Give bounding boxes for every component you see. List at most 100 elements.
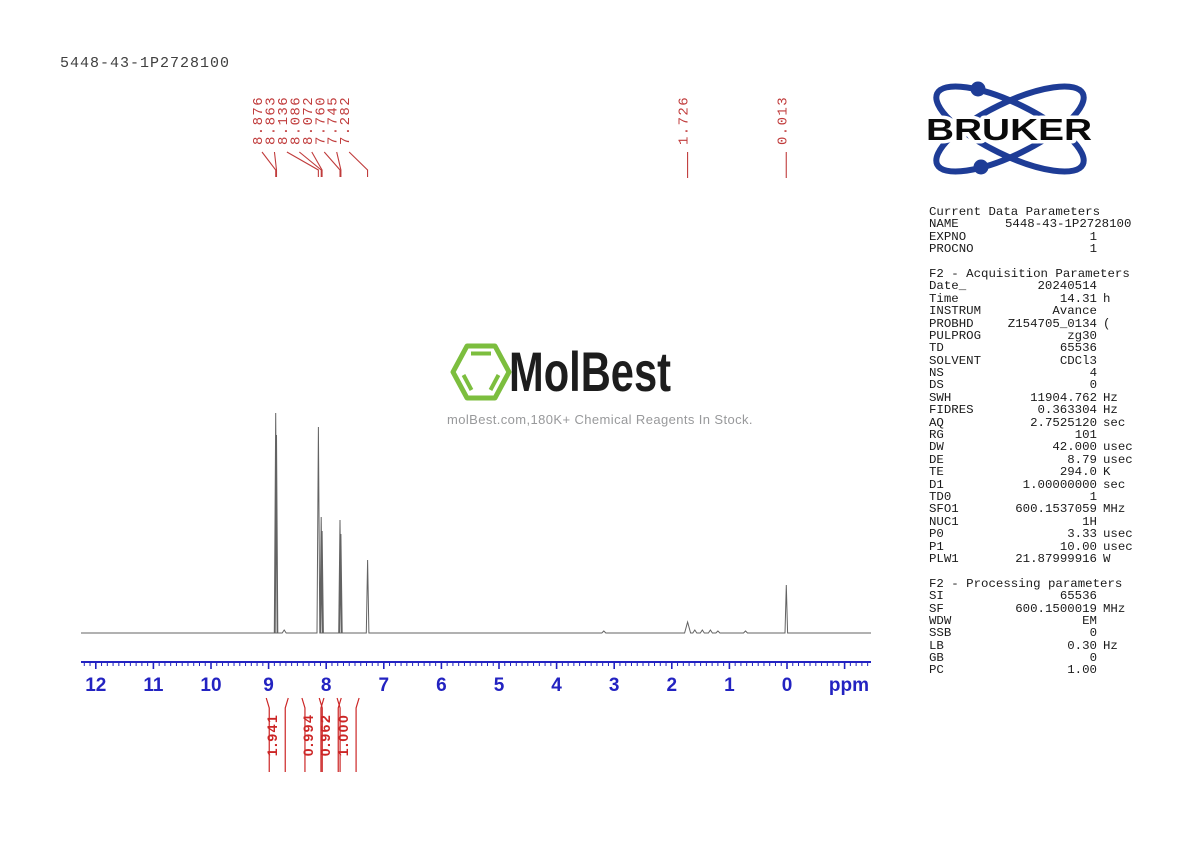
parameter-row: D1 1.00000000 sec — [929, 477, 1141, 492]
parameter-label: FIDRES — [929, 403, 974, 418]
page-title: 5448-43-1P2728100 — [60, 55, 231, 72]
peak-ppm-label: 8.072 — [301, 96, 317, 145]
parameter-unit: sec — [1103, 477, 1126, 492]
parameter-unit: K — [1103, 465, 1111, 480]
parameter-section-header: F2 - Processing parameters — [929, 576, 1123, 591]
parameter-unit: MHz — [1103, 601, 1126, 616]
parameter-spacer — [929, 565, 1141, 577]
parameter-row: P0 3.33 usec — [929, 527, 1141, 542]
parameter-value: 4 — [1089, 366, 1097, 381]
integral-bracket-left — [265, 697, 270, 772]
parameter-value: 65536 — [1059, 341, 1097, 356]
parameter-label: P1 — [929, 539, 944, 554]
parameters-panel: Current Data Parameters NAME 5448-43-1P272… — [929, 206, 1141, 677]
peak-connector-line — [323, 151, 341, 177]
parameter-label: WDW — [929, 613, 952, 628]
parameter-row: SOLVENT CDCl3 — [929, 354, 1141, 367]
parameter-section-header: F2 - Acquisition Parameters — [929, 266, 1130, 281]
peak-label-group: 8.8768.8638.1368.0868.0727.7607.7457.282… — [251, 96, 791, 178]
parameter-row: SWH 11904.762 Hz — [929, 390, 1141, 405]
peak-connector-line — [336, 151, 342, 177]
parameter-label: SFO1 — [929, 502, 959, 517]
parameter-label: TD0 — [929, 489, 952, 504]
parameter-unit — [1131, 218, 1175, 230]
spectrum-trace — [81, 412, 871, 634]
parameter-unit — [1097, 330, 1141, 342]
parameter-unit — [1097, 590, 1141, 602]
parameter-label: DE — [929, 452, 944, 467]
parameter-unit: ( — [1103, 316, 1111, 331]
parameter-value: 1.00 — [1067, 663, 1097, 678]
parameter-row: FIDRES 0.363304 Hz — [929, 403, 1141, 418]
parameter-row: SF 600.1500019 MHz — [929, 601, 1141, 616]
parameter-unit: MHz — [1103, 502, 1126, 517]
parameter-label: SI — [929, 589, 944, 604]
parameter-value: 0 — [1089, 626, 1097, 641]
parameter-value: 1H — [1082, 514, 1097, 529]
integral-value-label: 1.000 — [335, 714, 351, 757]
parameter-row: WDW EM — [929, 613, 1141, 628]
parameter-value: 42.000 — [1052, 440, 1097, 455]
parameter-value: 8.79 — [1067, 452, 1097, 467]
parameter-unit — [1097, 367, 1141, 379]
bruker-logo: BRUKER — [918, 76, 1102, 189]
parameter-row: SI 65536 — [929, 589, 1141, 604]
parameter-label: NUC1 — [929, 514, 959, 529]
parameter-value: 21.87999916 — [1015, 551, 1097, 566]
parameter-label: EXPNO — [929, 229, 967, 244]
parameter-row: DS 0 — [929, 379, 1141, 392]
parameter-label: RG — [929, 428, 944, 443]
peak-connector-line — [311, 151, 323, 177]
parameter-row: PLW1 21.87999916 W — [929, 551, 1141, 566]
parameter-unit — [1097, 379, 1141, 391]
parameter-unit: usec — [1103, 527, 1133, 542]
molbest-tagline: molBest.com,180K+ Chemical Reagents In S… — [447, 412, 753, 427]
integral-bracket-right — [284, 697, 289, 772]
x-axis-tick-label: 8 — [321, 675, 332, 696]
parameter-value: 0.30 — [1067, 638, 1097, 653]
integral-group: 1.941 0.994 0.962 1.000 — [264, 697, 360, 772]
parameter-label: PLW1 — [929, 551, 959, 566]
x-axis-tick-label: 0 — [782, 675, 793, 696]
parameter-row: TE 294.0 K — [929, 465, 1141, 480]
parameter-value: 10.00 — [1059, 539, 1097, 554]
x-axis-unit-label: ppm — [829, 675, 869, 696]
parameter-unit: Hz — [1103, 390, 1118, 405]
parameter-row: INSTRUM Avance — [929, 305, 1141, 318]
bruker-logo-text: BRUKER — [926, 112, 1092, 147]
x-axis-tick-label: 5 — [494, 675, 505, 696]
parameter-value: 5448-43-1P2728100 — [1005, 217, 1132, 232]
parameter-label: DW — [929, 440, 944, 455]
peak-ppm-label: 8.863 — [263, 96, 279, 145]
parameter-unit: Hz — [1103, 403, 1118, 418]
parameter-value: 65536 — [1059, 589, 1097, 604]
parameter-row: TD 65536 — [929, 341, 1141, 356]
parameter-unit: Hz — [1103, 638, 1118, 653]
parameter-row: PROBHD Z154705_0134 ( — [929, 316, 1141, 331]
parameter-value: 1 — [1089, 229, 1097, 244]
x-axis: 12 11 10 9 8 7 6 5 4 3 2 1 0 ppm — [81, 661, 871, 696]
x-axis-tick-label: 6 — [436, 675, 447, 696]
parameter-unit: W — [1103, 551, 1111, 566]
parameter-value: 1.00000000 — [1022, 477, 1097, 492]
peak-connector-line — [273, 151, 278, 177]
parameter-label: SF — [929, 601, 944, 616]
parameter-unit: h — [1103, 291, 1111, 306]
parameter-value: 11904.762 — [1030, 390, 1097, 405]
parameter-unit — [1097, 280, 1141, 292]
parameter-label: TE — [929, 465, 944, 480]
peak-ppm-label: 8.136 — [276, 96, 292, 145]
integral-bracket-left — [336, 697, 341, 772]
parameter-value: Z154705_0134 — [1007, 316, 1097, 331]
parameter-unit: usec — [1103, 452, 1133, 467]
parameter-value: 600.1500019 — [1015, 601, 1097, 616]
x-axis-tick-label: 1 — [724, 675, 735, 696]
parameter-unit — [1097, 664, 1141, 676]
parameter-label: LB — [929, 638, 944, 653]
parameter-value: 14.31 — [1059, 291, 1097, 306]
x-axis-tick-label: 10 — [200, 675, 221, 696]
parameter-value: 294.0 — [1059, 465, 1097, 480]
x-axis-tick-label: 2 — [667, 675, 678, 696]
parameter-row: DW 42.000 usec — [929, 440, 1141, 455]
parameter-unit — [1097, 342, 1141, 354]
